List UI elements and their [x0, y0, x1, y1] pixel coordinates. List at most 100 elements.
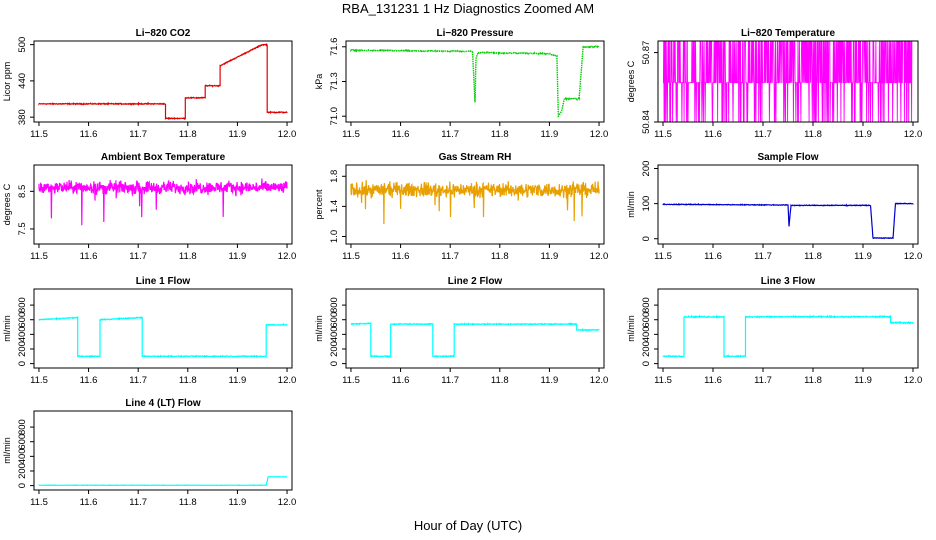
- panel-2: Li−820 Temperature degrees C 11.5 11.6 11.7 1…: [626, 28, 922, 140]
- y-tick-label: 500: [17, 37, 28, 53]
- y-tick-label: 0: [17, 361, 28, 366]
- x-tick-label: 11.7: [441, 251, 459, 262]
- panel-4: Gas Stream RH percent 11.5 11.6 11.7 11.8 11.9…: [314, 152, 608, 262]
- series-line: [662, 40, 913, 123]
- x-tick-label: 12.0: [278, 251, 297, 262]
- x-tick-label: 11.6: [704, 251, 722, 262]
- x-tick-label: 11.5: [654, 129, 672, 140]
- y-tick-label: 1.8: [329, 170, 340, 183]
- y-tick-label: 0: [17, 483, 28, 488]
- x-tick-label: 11.8: [179, 497, 197, 508]
- x-tick-label: 11.7: [129, 375, 147, 386]
- x-axis-caption: Hour of Day (UTC): [413, 518, 523, 533]
- series-line: [350, 45, 600, 118]
- x-tick-label: 11.7: [441, 375, 459, 386]
- x-tick-label: 11.6: [392, 251, 410, 262]
- x-tick-label: 11.9: [541, 129, 559, 140]
- x-tick-label: 11.9: [541, 251, 559, 262]
- y-tick-label: 600: [17, 312, 28, 328]
- panel-title: Line 1 Flow: [136, 276, 191, 287]
- x-tick-label: 12.0: [904, 375, 923, 386]
- x-tick-label: 11.5: [30, 129, 48, 140]
- panel-6: Line 1 Flow ml/min 11.5 11.6 11.7 11.8 11.9 12.…: [2, 276, 296, 386]
- plot-frame: [657, 40, 919, 123]
- y-tick-label: 200: [641, 161, 652, 177]
- x-tick-label: 12.0: [278, 497, 297, 508]
- y-tick-label: 50.84: [641, 110, 652, 134]
- y-tick-label: 800: [329, 297, 340, 313]
- panel-title: Li−820 Pressure: [437, 28, 514, 39]
- x-tick-label: 11.5: [30, 251, 48, 262]
- series-line: [662, 314, 914, 359]
- x-tick-label: 11.9: [854, 129, 872, 140]
- x-tick-label: 11.6: [704, 375, 722, 386]
- y-tick-label: 200: [17, 341, 28, 357]
- x-tick-label: 11.8: [491, 251, 509, 262]
- y-tick-label: 400: [641, 326, 652, 342]
- y-tick-label: 50.87: [641, 41, 652, 65]
- x-tick-label: 12.0: [590, 129, 609, 140]
- y-tick-label: 400: [17, 448, 28, 464]
- x-tick-label: 11.8: [491, 129, 509, 140]
- y-axis-label: ml/min: [626, 191, 636, 218]
- plot-frame: [33, 164, 293, 245]
- y-axis-label: kPa: [314, 74, 324, 90]
- y-axis-label: ml/min: [2, 437, 12, 464]
- x-tick-label: 11.5: [30, 375, 48, 386]
- x-tick-label: 12.0: [904, 129, 923, 140]
- x-tick-label: 11.7: [129, 497, 147, 508]
- y-tick-label: 100: [641, 196, 652, 212]
- series-line: [662, 202, 914, 240]
- x-tick-label: 11.6: [80, 129, 98, 140]
- y-tick-label: 380: [17, 109, 28, 125]
- series-line: [38, 316, 288, 359]
- x-tick-label: 11.8: [491, 375, 509, 386]
- main-title: RBA_131231 1 Hz Diagnostics Zoomed AM: [341, 1, 595, 16]
- x-tick-label: 11.8: [804, 251, 822, 262]
- x-tick-label: 11.5: [654, 251, 672, 262]
- y-tick-label: 0: [641, 236, 652, 241]
- x-tick-label: 11.8: [179, 129, 197, 140]
- x-tick-label: 12.0: [590, 251, 609, 262]
- x-tick-label: 11.7: [754, 375, 772, 386]
- x-tick-label: 12.0: [590, 375, 609, 386]
- y-axis-label: ml/min: [2, 315, 12, 342]
- y-tick-label: 200: [17, 463, 28, 479]
- x-tick-label: 11.6: [392, 375, 410, 386]
- panel-title: Li−820 Temperature: [741, 28, 835, 39]
- x-tick-label: 12.0: [904, 251, 923, 262]
- x-tick-label: 11.8: [179, 251, 197, 262]
- y-axis-label: Licor ppm: [2, 62, 12, 102]
- plot-frame: [33, 410, 293, 491]
- x-tick-label: 11.6: [80, 375, 98, 386]
- y-tick-label: 800: [641, 297, 652, 313]
- panel-5: Sample Flow ml/min 11.5 11.6 11.7 11.8 11.9 12.…: [626, 152, 922, 262]
- y-tick-label: 200: [329, 341, 340, 357]
- y-tick-label: 800: [17, 419, 28, 435]
- x-tick-label: 11.8: [804, 375, 822, 386]
- y-tick-label: 600: [17, 434, 28, 450]
- panel-title: Line 4 (LT) Flow: [125, 398, 201, 409]
- series-line: [38, 476, 287, 487]
- y-axis-label: percent: [314, 189, 324, 220]
- x-tick-label: 11.5: [654, 375, 672, 386]
- panel-7: Line 2 Flow ml/min 11.5 11.6 11.7 11.8 11.9 12.…: [314, 276, 608, 386]
- y-tick-label: 7.5: [17, 222, 28, 235]
- y-tick-label: 1.4: [329, 200, 340, 213]
- y-tick-label: 200: [641, 341, 652, 357]
- panel-title: Gas Stream RH: [439, 152, 512, 163]
- x-tick-label: 11.9: [541, 375, 559, 386]
- panel-3: Ambient Box Temperature degrees C 11.5 11.6…: [2, 152, 296, 262]
- plot-frame: [657, 288, 919, 369]
- x-tick-label: 11.9: [229, 251, 247, 262]
- x-tick-label: 11.8: [804, 129, 822, 140]
- x-tick-label: 11.5: [342, 129, 360, 140]
- x-tick-label: 11.9: [229, 497, 247, 508]
- plot-frame: [33, 288, 293, 369]
- y-tick-label: 440: [17, 73, 28, 89]
- x-tick-label: 11.7: [129, 129, 147, 140]
- x-tick-label: 11.6: [80, 251, 98, 262]
- y-tick-label: 800: [17, 297, 28, 313]
- x-tick-label: 11.6: [80, 497, 98, 508]
